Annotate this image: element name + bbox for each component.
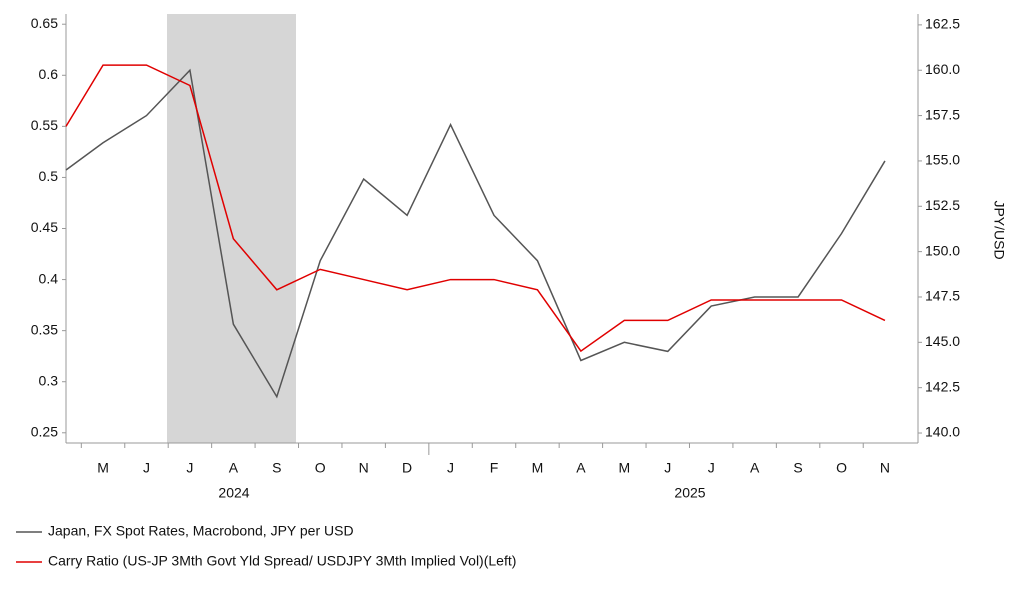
y-tick-label: 0.35: [31, 321, 58, 337]
x-tick-label: J: [664, 460, 671, 476]
y-tick-label: 0.4: [39, 270, 59, 286]
x-tick-label: S: [793, 460, 802, 476]
x-tick-label: A: [576, 460, 586, 476]
shaded-period: [167, 14, 296, 443]
x-tick-label: N: [880, 460, 890, 476]
y-tick-label: 0.5: [39, 168, 59, 184]
x-tick-label: M: [618, 460, 630, 476]
y2-tick-label: 157.5: [925, 106, 960, 122]
legend-label: Japan, FX Spot Rates, Macrobond, JPY per…: [48, 523, 354, 539]
series-line: [65, 64, 886, 353]
y2-tick-label: 162.5: [925, 16, 960, 32]
y2-axis-label: JPY/USD: [991, 200, 1007, 259]
x-tick-label: J: [143, 460, 150, 476]
x-tick-label: O: [836, 460, 847, 476]
y-tick-label: 0.55: [31, 117, 58, 133]
y2-tick-label: 150.0: [925, 242, 960, 258]
x-tick-label: J: [708, 460, 715, 476]
y2-tick-label: 142.5: [925, 378, 960, 394]
y-tick-label: 0.65: [31, 15, 58, 31]
x-tick-label: F: [490, 460, 499, 476]
y2-tick-label: 155.0: [925, 152, 960, 168]
y-tick-label: 0.45: [31, 219, 58, 235]
y2-tick-label: 140.0: [925, 424, 960, 440]
y2-tick-label: 152.5: [925, 197, 960, 213]
x-tick-label: D: [402, 460, 412, 476]
x-tick-label: J: [447, 460, 454, 476]
year-label: 2025: [674, 485, 705, 501]
year-label: 2024: [218, 485, 249, 501]
x-tick-label: S: [272, 460, 281, 476]
x-tick-label: A: [229, 460, 239, 476]
x-tick-label: M: [97, 460, 109, 476]
x-tick-label: A: [750, 460, 760, 476]
x-tick-label: N: [359, 460, 369, 476]
y2-tick-label: 160.0: [925, 61, 960, 77]
y2-tick-label: 145.0: [925, 333, 960, 349]
y2-tick-label: 147.5: [925, 288, 960, 304]
y-tick-label: 0.6: [39, 66, 59, 82]
y-tick-label: 0.3: [39, 372, 59, 388]
legend-label: Carry Ratio (US-JP 3Mth Govt Yld Spread/…: [48, 553, 516, 569]
x-tick-label: M: [532, 460, 544, 476]
x-tick-label: O: [315, 460, 326, 476]
y-tick-label: 0.25: [31, 423, 58, 439]
x-tick-label: J: [186, 460, 193, 476]
